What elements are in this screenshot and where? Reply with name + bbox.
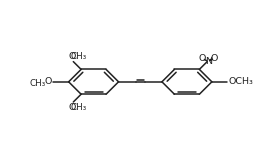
Text: CH₃: CH₃ [71, 52, 87, 61]
Text: O: O [69, 103, 76, 112]
Text: CH₃: CH₃ [71, 103, 87, 112]
Text: OCH₃: OCH₃ [228, 77, 253, 86]
Text: O: O [199, 54, 206, 63]
Text: O: O [69, 52, 76, 61]
Text: N: N [205, 57, 212, 66]
Text: O: O [45, 77, 52, 86]
Text: O: O [211, 54, 218, 63]
Text: CH₃: CH₃ [29, 79, 45, 88]
